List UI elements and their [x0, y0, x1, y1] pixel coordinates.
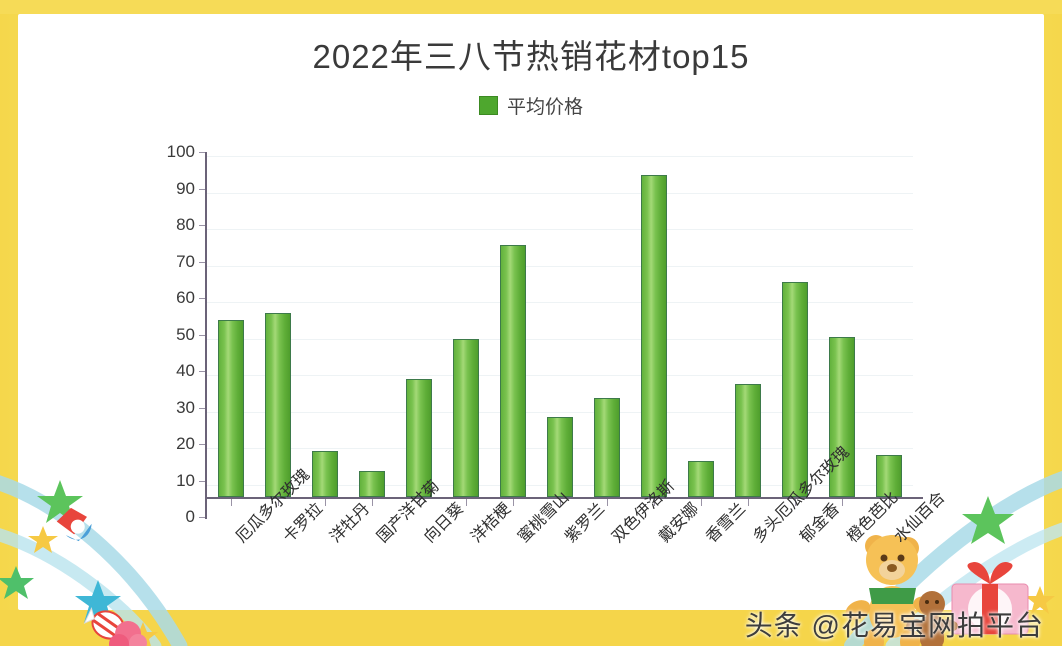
bar[interactable]: [311, 451, 338, 497]
bar-cell[interactable]: [678, 132, 725, 506]
chart-legend: 平均价格: [18, 92, 1044, 119]
bar[interactable]: [688, 460, 715, 497]
watermark-text: 头条 @花易宝网拍平台: [744, 610, 1044, 641]
bar-cell[interactable]: [772, 132, 819, 506]
x-axis-tickmark: [654, 499, 656, 506]
gridline: [205, 192, 913, 194]
y-axis-tick-label: 60: [176, 288, 195, 307]
bar[interactable]: [641, 175, 668, 497]
bar-cell[interactable]: [395, 132, 442, 506]
y-axis-tick-label: 80: [176, 215, 195, 234]
y-axis-tickmark: [199, 371, 205, 372]
bar[interactable]: [217, 319, 244, 497]
gridline: [205, 411, 913, 413]
x-axis-tickmark: [795, 499, 797, 506]
bar-cell[interactable]: [348, 132, 395, 506]
y-axis-tickmark: [199, 407, 205, 409]
chart-container: 2022年三八节热销花材top15 平均价格 0 10 20 30 40 50 60 70 80…: [18, 14, 1044, 610]
x-axis-tickmark: [277, 499, 279, 506]
x-axis-tickmark: [842, 499, 844, 506]
bar-cell[interactable]: [442, 132, 489, 506]
bar-cell[interactable]: [819, 132, 866, 506]
gridline: [205, 375, 913, 376]
y-axis-tick-label: 0: [185, 507, 195, 526]
y-axis-tickmark: [199, 188, 205, 190]
y-axis-tick-label: 50: [176, 324, 195, 344]
y-axis-tick-label: 10: [176, 470, 195, 490]
x-axis-tickmark: [230, 499, 232, 506]
bar[interactable]: [452, 339, 479, 497]
y-axis-tickmark: [199, 480, 205, 482]
x-axis-tickmark: [701, 499, 703, 506]
bar[interactable]: [594, 398, 621, 497]
y-axis-tick-label: 20: [176, 434, 195, 453]
legend-swatch-icon: [478, 96, 498, 115]
y-axis-tick-label: 30: [176, 397, 195, 417]
x-axis-tickmark: [607, 499, 609, 506]
y-axis-tick-label: 70: [176, 251, 195, 271]
x-axis-tickmark: [889, 499, 891, 506]
bar-cell[interactable]: [207, 132, 254, 506]
y-axis-tick-label: 90: [176, 178, 195, 198]
bar[interactable]: [735, 383, 762, 497]
bar[interactable]: [358, 471, 385, 497]
y-axis-tick-label: 40: [176, 361, 195, 380]
x-axis-tickmark: [748, 499, 750, 506]
bar[interactable]: [782, 281, 809, 497]
gridline: [205, 265, 913, 267]
bar[interactable]: [546, 416, 573, 497]
x-axis-tickmark: [559, 499, 561, 506]
gridline: [205, 302, 913, 303]
x-axis-tickmark: [512, 499, 514, 506]
bar[interactable]: [876, 455, 903, 497]
bar-cell[interactable]: [725, 132, 772, 506]
bar-cell[interactable]: [301, 132, 348, 506]
x-axis-tickmark: [371, 499, 373, 506]
y-axis-tickmark: [199, 152, 205, 153]
bar-cell[interactable]: [866, 132, 913, 506]
y-axis-tickmark: [199, 334, 205, 336]
bar[interactable]: [829, 337, 856, 497]
y-axis-tickmark: [199, 225, 205, 226]
bar[interactable]: [499, 245, 526, 497]
gridline: [205, 338, 913, 340]
y-axis-line: [205, 152, 207, 519]
bar[interactable]: [264, 313, 291, 497]
bar-cell[interactable]: [631, 132, 678, 506]
bar-cell[interactable]: [254, 132, 301, 506]
y-axis-tickmark: [199, 517, 205, 518]
frame-top-edge: [0, 0, 1062, 14]
plot-region: 0 10 20 30 40 50 60 70 80 90 100: [167, 139, 923, 526]
bar[interactable]: [405, 378, 432, 497]
bar-series: [207, 132, 913, 506]
y-axis-tick-label: 100: [166, 142, 195, 161]
gridline: [205, 229, 913, 230]
y-axis-tickmark: [199, 444, 205, 445]
legend-label: 平均价格: [506, 97, 583, 118]
bar-cell[interactable]: [489, 132, 536, 506]
chart-title: 2022年三八节热销花材top15: [312, 38, 750, 75]
bar-cell[interactable]: [584, 132, 631, 506]
x-axis-tickmark: [465, 499, 467, 506]
x-axis-tickmark: [418, 499, 420, 506]
x-axis-tickmark: [324, 499, 326, 506]
y-axis-tickmark: [199, 261, 205, 263]
y-axis-tickmark: [199, 298, 205, 299]
bar-cell[interactable]: [536, 132, 583, 506]
x-axis-line: [205, 497, 923, 499]
gridline: [205, 156, 913, 157]
